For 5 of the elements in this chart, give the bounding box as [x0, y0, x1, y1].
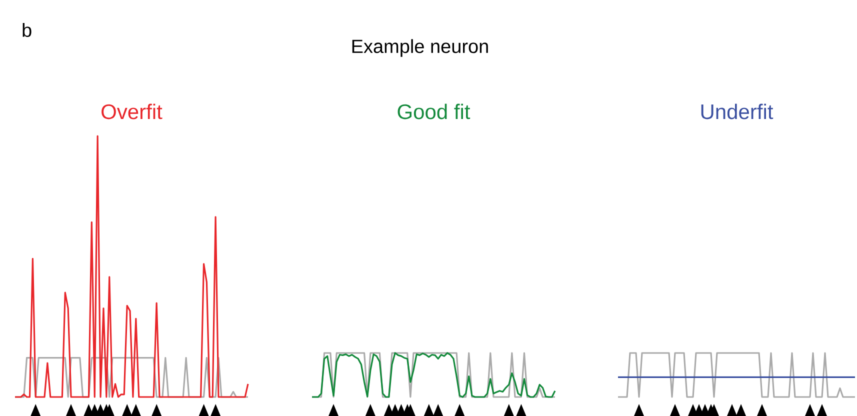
chart-title: Underfit	[701, 104, 774, 120]
text: b	[22, 23, 32, 37]
chart-title: Good fit	[398, 104, 470, 120]
chart-title: Overfit	[102, 104, 162, 120]
text: Example neuron	[352, 39, 488, 57]
